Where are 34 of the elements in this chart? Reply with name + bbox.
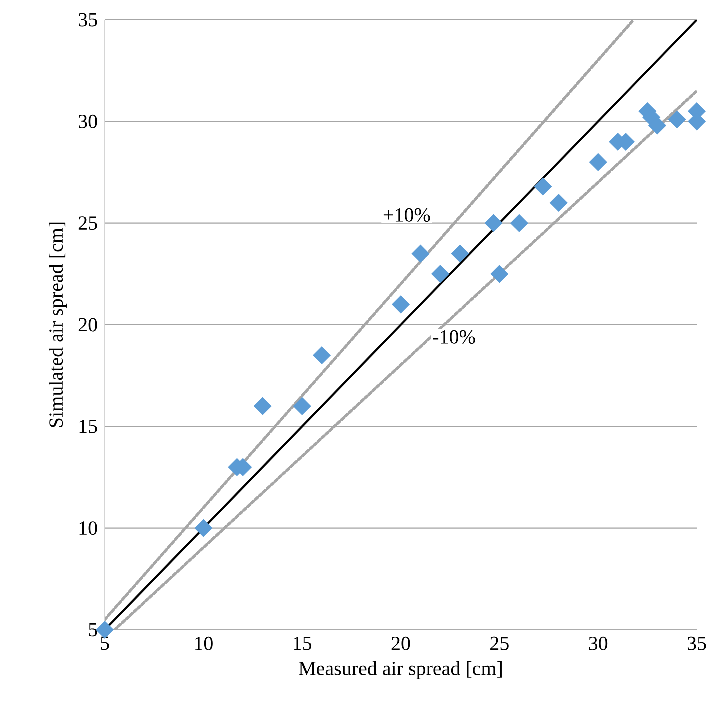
y-tick-label: 30 [79,114,98,128]
y-tick-label: 25 [78,216,98,230]
point [432,265,450,284]
point [550,194,568,212]
point [392,296,410,314]
point [293,397,312,416]
point [490,265,509,284]
x-tick-label: 5 [101,636,110,650]
point [668,110,686,129]
x-tick-label: 15 [294,636,312,650]
x-axis-title: Measured air spread [cm] [299,661,502,680]
point [648,116,666,135]
point [510,214,528,232]
y-tick-label: 20 [78,318,98,332]
x-tick-label: 30 [589,636,608,650]
point [451,244,470,263]
x-tick-label: 20 [392,636,410,650]
point [589,153,608,172]
x-tick-label: 10 [195,636,213,650]
point [412,244,430,263]
x-tick-label: 35 [688,636,706,650]
y-tick-label: 5 [89,623,98,637]
y-tick-label: 35 [79,13,98,27]
point [534,178,552,196]
x-tick-label: 25 [490,636,509,650]
y-axis-title: Simulated air spread [cm] [49,222,68,428]
point [254,397,272,416]
y-tick-label: 10 [80,522,98,536]
point [484,214,503,232]
annotation: +10% [384,208,430,222]
annotation: -10% [433,330,476,344]
point [313,346,332,364]
y-tick-label: 15 [80,420,98,434]
point [194,519,213,538]
